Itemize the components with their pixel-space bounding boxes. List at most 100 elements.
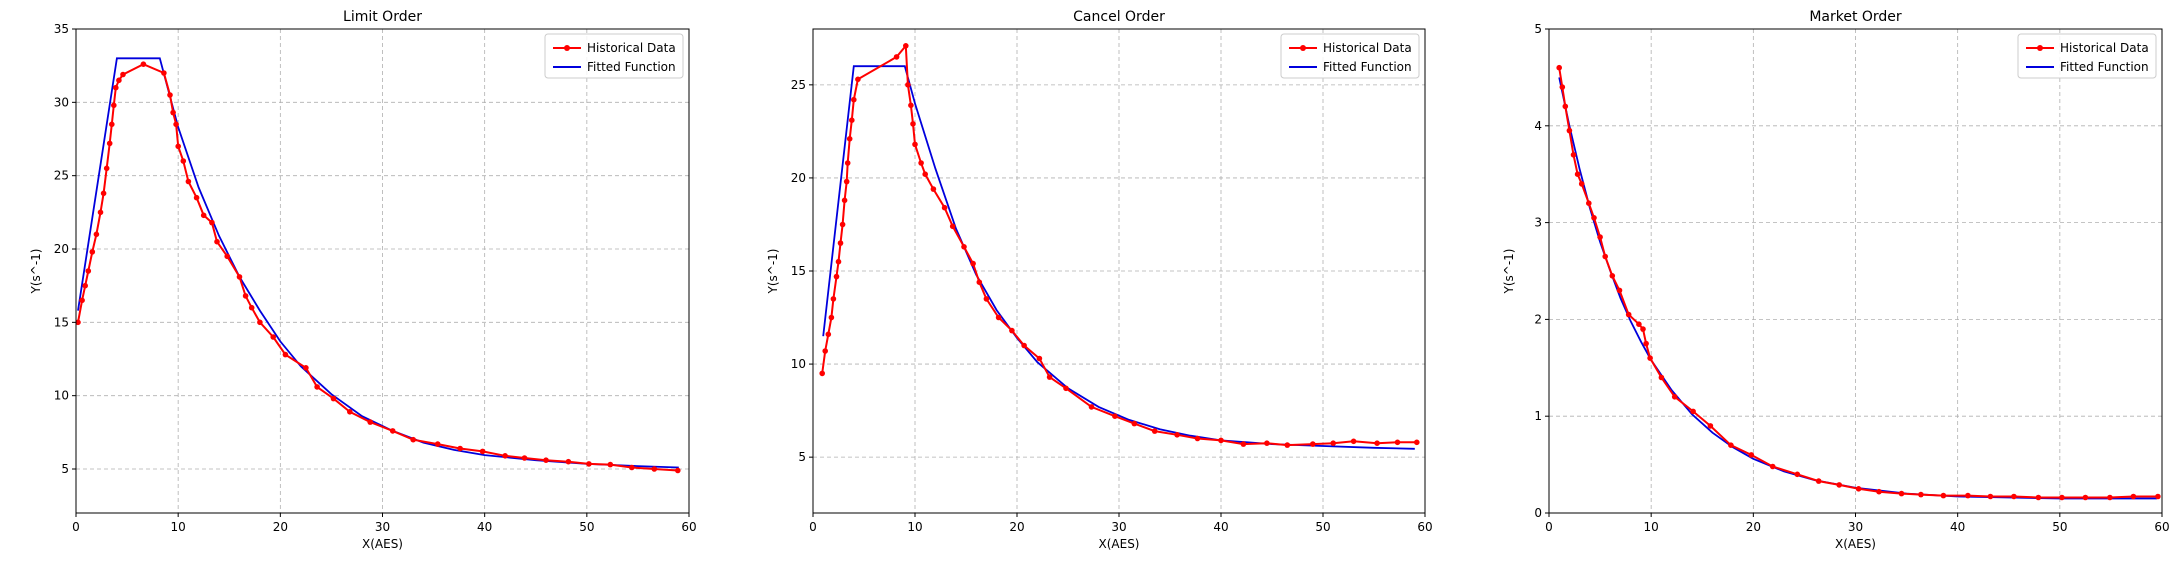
- historical-data-point: [949, 223, 956, 230]
- x-tick-label: 30: [1111, 520, 1126, 534]
- y-tick-label: 2: [1534, 312, 1542, 326]
- y-tick-label: 15: [54, 315, 69, 329]
- historical-data-point: [1284, 442, 1291, 448]
- y-tick-label: 0: [1534, 506, 1542, 520]
- x-tick-label: 50: [579, 520, 594, 534]
- historical-data-point: [1046, 374, 1053, 380]
- y-tick-label: 15: [791, 264, 806, 278]
- historical-data-point: [140, 61, 147, 67]
- historical-data-point: [1643, 340, 1649, 347]
- x-tick-label: 0: [1545, 520, 1553, 534]
- historical-data-point: [1640, 326, 1646, 332]
- y-tick-label: 25: [791, 78, 806, 92]
- historical-data-point: [1671, 394, 1678, 400]
- historical-data-point: [837, 240, 844, 246]
- historical-data-point: [2155, 493, 2161, 500]
- x-tick-label: 40: [1213, 520, 1228, 534]
- historical-data-point: [175, 143, 181, 150]
- historical-data-point: [1690, 408, 1696, 415]
- historical-data-point: [1088, 404, 1095, 410]
- historical-data-point: [1562, 103, 1569, 110]
- historical-data-point: [1636, 321, 1642, 328]
- historical-data-point: [910, 121, 916, 127]
- historical-data-point: [1570, 152, 1577, 158]
- historical-data-point: [912, 141, 918, 148]
- historical-data-point: [242, 293, 249, 299]
- historical-data-point: [675, 467, 681, 474]
- historical-data-point: [1647, 355, 1653, 361]
- historical-data-point: [1374, 440, 1380, 447]
- x-tick-label: 0: [72, 520, 80, 534]
- historical-data-point: [89, 249, 96, 255]
- x-tick-label: 60: [681, 520, 696, 534]
- historical-data-point: [193, 194, 200, 201]
- historical-data-point: [922, 171, 928, 177]
- legend-historical-label: Historical Data: [2060, 41, 2149, 55]
- legend-fitted-label: Fitted Function: [587, 60, 676, 74]
- chart-panel-2: 0 10 20 30 40 50 60 5 10 15 20 25 Cancel Order X(AES)…: [766, 9, 1433, 551]
- legend: Historical Data Fitted Function: [544, 33, 684, 79]
- historical-data-point: [106, 140, 113, 147]
- chart-title: Market Order: [1809, 9, 1902, 25]
- historical-data-point: [1218, 437, 1224, 444]
- legend-fitted-label: Fitted Function: [2060, 60, 2149, 74]
- historical-data-point: [825, 331, 832, 338]
- historical-data-point: [1876, 488, 1882, 495]
- historical-data-point: [1330, 440, 1336, 447]
- legend-historical-marker: [564, 45, 570, 51]
- historical-data-point: [248, 304, 255, 311]
- y-axis-label: Y(s^-1): [29, 249, 43, 295]
- x-tick-label: 60: [2154, 520, 2169, 534]
- historical-data-point: [93, 231, 100, 238]
- historical-data-point: [843, 178, 850, 185]
- y-tick-label: 10: [54, 389, 69, 403]
- x-tick-label: 60: [1417, 520, 1432, 534]
- historical-data-point: [586, 461, 592, 467]
- historical-data-point: [855, 76, 861, 83]
- historical-data-point: [100, 190, 107, 197]
- historical-data-point: [1625, 311, 1632, 318]
- legend-fitted-label: Fitted Function: [1323, 60, 1412, 74]
- chart-title: Limit Order: [343, 9, 422, 25]
- historical-data-point: [97, 209, 104, 216]
- historical-data-point: [1174, 432, 1180, 438]
- historical-data-point: [502, 453, 508, 459]
- historical-data-point: [167, 92, 173, 98]
- historical-data-point: [918, 160, 924, 166]
- historical-data-point: [941, 204, 948, 211]
- x-tick-label: 50: [2052, 520, 2067, 534]
- chart-panel-1: 0 10 20 30 40 50 60 5 10 15 20 25 30 35 Limit Order X(A…: [29, 9, 697, 551]
- historical-data-point: [1965, 492, 1971, 499]
- y-tick-label: 3: [1534, 216, 1542, 230]
- historical-data-point: [908, 102, 914, 109]
- historical-data-point: [282, 351, 289, 358]
- x-tick-label: 10: [171, 520, 186, 534]
- historical-data-point: [200, 212, 207, 219]
- x-tick-label: 30: [375, 520, 390, 534]
- historical-data-point: [521, 455, 528, 461]
- historical-data-point: [2059, 494, 2065, 501]
- historical-data-line: [1558, 67, 2158, 499]
- x-tick-label: 30: [1848, 520, 1863, 534]
- historical-data-point: [651, 466, 658, 472]
- x-tick-label: 20: [1009, 520, 1024, 534]
- historical-data-point: [79, 297, 85, 304]
- historical-data-point: [103, 165, 110, 172]
- historical-data-point: [1748, 452, 1755, 458]
- historical-data-point: [1112, 413, 1118, 420]
- historical-data-point: [1987, 493, 1994, 500]
- historical-data-point: [1021, 342, 1027, 349]
- historical-data-point: [479, 448, 486, 455]
- historical-data-point: [270, 334, 277, 340]
- historical-data-point: [1559, 84, 1566, 90]
- historical-data-point: [1350, 438, 1357, 445]
- historical-data-point: [2107, 494, 2113, 501]
- historical-data-point: [85, 268, 92, 274]
- historical-data-point: [830, 296, 837, 302]
- historical-data-point: [1597, 234, 1603, 240]
- historical-data-point: [2130, 493, 2137, 500]
- x-tick-label: 10: [907, 520, 922, 534]
- plot-area: [76, 57, 681, 474]
- historical-data-point: [1918, 491, 1924, 498]
- historical-data-point: [1151, 428, 1158, 434]
